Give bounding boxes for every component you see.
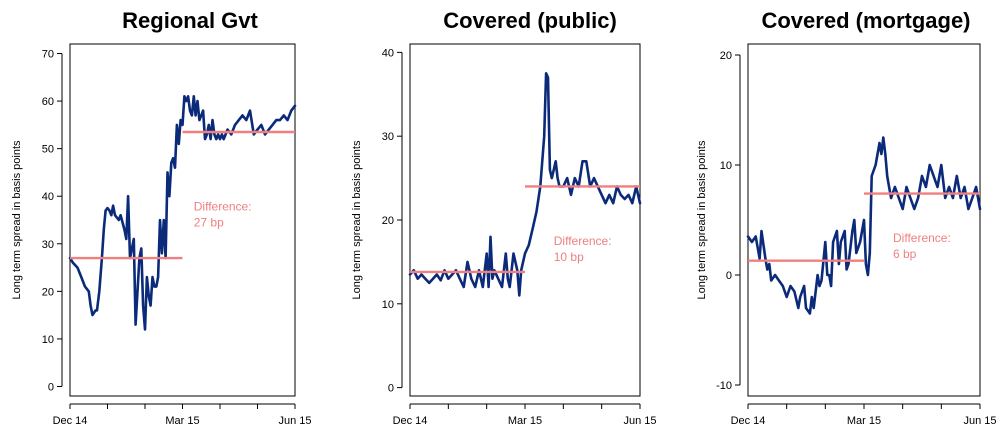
difference-annotation: 27 bp bbox=[194, 215, 224, 229]
x-tick-label: Dec 14 bbox=[393, 415, 428, 427]
panel-covered-mortgage: Covered (mortgage) Long term spread in ba… bbox=[696, 8, 997, 427]
chart-title: Covered (mortgage) bbox=[761, 8, 970, 33]
y-tick-label: -10 bbox=[716, 380, 732, 392]
x-tick-label: Mar 15 bbox=[847, 415, 881, 427]
y-tick-label: 40 bbox=[42, 191, 54, 203]
plot-frame bbox=[69, 43, 296, 397]
y-axis-label: Long term spread in basis points bbox=[696, 140, 708, 299]
y-tick-label: 40 bbox=[382, 47, 394, 59]
difference-annotation: Difference: bbox=[554, 234, 612, 248]
panel-regional-gvt: Regional Gvt Long term spread in basis po… bbox=[11, 8, 312, 427]
chart-title: Covered (public) bbox=[443, 8, 617, 33]
x-tick-label: Mar 15 bbox=[508, 415, 542, 427]
panel-covered-public: Covered (public) Long term spread in basi… bbox=[351, 8, 657, 427]
plot-frame bbox=[409, 43, 641, 397]
y-tick-label: 0 bbox=[388, 383, 394, 395]
plot-frame bbox=[747, 43, 981, 397]
y-tick-label: 0 bbox=[726, 270, 732, 282]
y-tick-label: 0 bbox=[48, 381, 54, 393]
y-tick-label: 20 bbox=[720, 50, 732, 62]
x-tick-label: Jun 15 bbox=[963, 415, 996, 427]
y-tick-label: 10 bbox=[720, 160, 732, 172]
x-tick-label: Mar 15 bbox=[165, 415, 199, 427]
series-line bbox=[408, 72, 642, 297]
y-tick-label: 30 bbox=[42, 239, 54, 251]
y-axis-label: Long term spread in basis points bbox=[351, 140, 363, 299]
y-tick-label: 20 bbox=[42, 286, 54, 298]
series-line bbox=[68, 95, 297, 331]
difference-annotation: Difference: bbox=[893, 231, 951, 245]
series-line bbox=[746, 136, 982, 315]
x-tick-label: Jun 15 bbox=[278, 415, 311, 427]
difference-annotation: Difference: bbox=[194, 199, 252, 213]
chart-title: Regional Gvt bbox=[122, 8, 258, 33]
y-tick-label: 50 bbox=[42, 144, 54, 156]
x-tick-label: Jun 15 bbox=[623, 415, 656, 427]
difference-annotation: 10 bp bbox=[554, 250, 584, 264]
x-tick-label: Dec 14 bbox=[53, 415, 88, 427]
y-tick-label: 10 bbox=[382, 299, 394, 311]
y-tick-label: 60 bbox=[42, 96, 54, 108]
x-tick-label: Dec 14 bbox=[731, 415, 766, 427]
y-tick-label: 20 bbox=[382, 215, 394, 227]
y-tick-label: 70 bbox=[42, 49, 54, 61]
y-tick-label: 10 bbox=[42, 334, 54, 346]
y-tick-label: 30 bbox=[382, 131, 394, 143]
y-axis-label: Long term spread in basis points bbox=[11, 140, 23, 299]
difference-annotation: 6 bp bbox=[893, 247, 917, 261]
